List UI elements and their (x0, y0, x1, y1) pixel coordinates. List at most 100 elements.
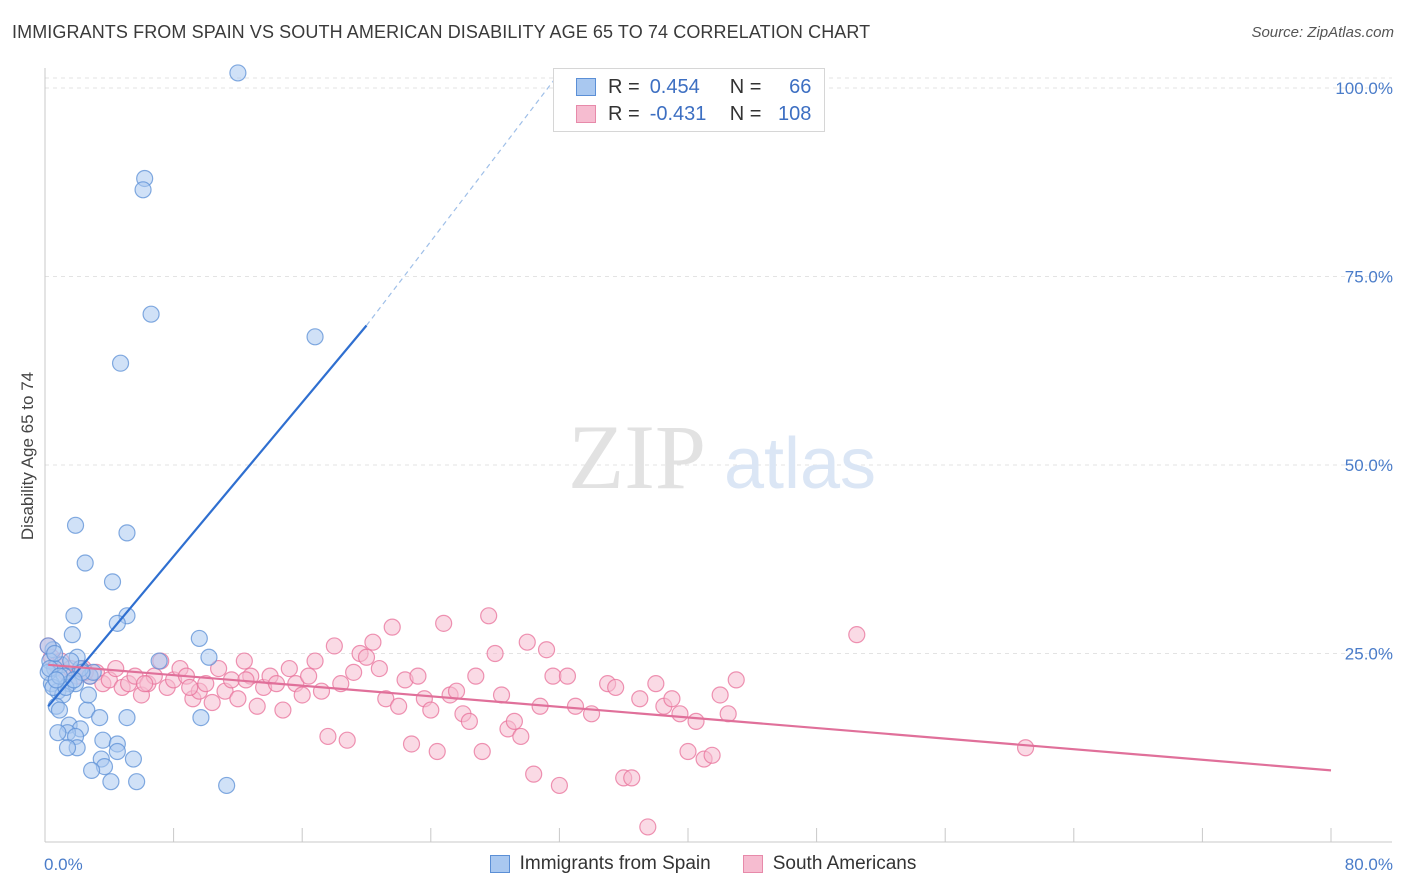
data-point (390, 697, 408, 715)
data-point (325, 637, 343, 655)
data-point (103, 573, 122, 591)
data-point (248, 697, 266, 715)
x-tick-label: 0.0% (44, 855, 83, 874)
data-point (486, 644, 504, 663)
legend-row-spain: R = 0.454 N = 66 (576, 75, 811, 99)
data-point (150, 652, 168, 670)
data-point (647, 675, 665, 693)
trend-line-spain-extension (366, 72, 560, 326)
data-point (306, 652, 324, 670)
gridlines (45, 77, 1392, 654)
legend-swatch-spain (489, 855, 510, 873)
data-point (1016, 739, 1035, 757)
data-point (607, 678, 625, 697)
data-point (192, 708, 210, 727)
data-point (435, 614, 453, 632)
data-point (108, 742, 126, 761)
legend-label-south-americans: South Americans (772, 853, 917, 874)
data-point (63, 626, 81, 644)
data-point (480, 607, 498, 625)
data-point (679, 742, 697, 761)
data-point (190, 629, 208, 648)
r-label: R = (608, 75, 640, 98)
data-point (293, 686, 311, 704)
data-point (711, 686, 729, 704)
data-point (703, 746, 721, 764)
data-point (200, 648, 218, 666)
data-point (319, 727, 337, 746)
data-point (91, 708, 109, 727)
trend-line-south-americans (48, 663, 1332, 772)
data-point (136, 675, 154, 693)
data-point (505, 712, 523, 730)
data-point (107, 659, 125, 678)
axes (44, 68, 1392, 843)
data-point (550, 776, 569, 795)
data-point (422, 701, 440, 719)
data-point (218, 776, 236, 795)
x-tick-label: 80.0% (1345, 855, 1393, 874)
data-point (142, 305, 160, 323)
data-point (525, 765, 543, 783)
data-point (76, 554, 94, 572)
data-point (377, 690, 395, 708)
data-point (118, 524, 136, 542)
data-point (62, 652, 80, 670)
data-point (623, 769, 641, 787)
correlation-legend: R = 0.454 N = 66 R = -0.431 N = 108 (553, 68, 825, 132)
legend-item-spain: Immigrants from Spain (489, 853, 711, 875)
r-label: R = (608, 102, 640, 125)
data-point (102, 773, 120, 791)
data-point (364, 633, 382, 651)
tick-labels: 25.0% 50.0% 75.0% 100.0% 0.0% 80.0% (44, 79, 1393, 874)
y-tick-label: 75.0% (1345, 268, 1393, 287)
watermark-zip: ZIP (568, 406, 706, 508)
data-point (467, 667, 485, 685)
data-point (66, 516, 85, 534)
data-point (79, 686, 98, 704)
data-point (639, 818, 657, 836)
data-point (345, 663, 363, 681)
r-value: 0.454 (649, 75, 700, 98)
data-point (663, 690, 681, 708)
watermark-atlas: atlas (724, 424, 876, 504)
data-point (181, 678, 199, 697)
data-point (338, 731, 356, 749)
data-point (49, 724, 67, 742)
data-point (94, 731, 112, 749)
data-point (566, 697, 585, 715)
data-point (518, 633, 536, 651)
data-point (558, 667, 577, 685)
n-label: N = (729, 102, 762, 125)
data-point (512, 727, 530, 746)
n-value: 108 (778, 102, 812, 125)
data-point (300, 667, 318, 685)
data-point (65, 607, 83, 625)
trend-line-spain (47, 324, 368, 707)
data-point (124, 750, 143, 768)
data-point (65, 671, 83, 689)
n-label: N = (729, 75, 762, 98)
data-point (383, 618, 401, 636)
legend-swatch-south-americans (576, 105, 596, 123)
data-point (671, 705, 689, 723)
legend-item-south-americans: South Americans (742, 853, 917, 875)
data-point (357, 648, 376, 666)
data-point (58, 739, 77, 757)
data-point (370, 659, 388, 678)
data-point (428, 742, 446, 761)
data-point (46, 644, 64, 663)
data-point (229, 64, 247, 82)
data-point (134, 181, 152, 199)
data-point (306, 328, 324, 346)
data-point (460, 712, 478, 730)
series-south-americans (39, 607, 1035, 836)
data-point (111, 354, 130, 372)
data-point (727, 671, 745, 689)
legend-swatch-spain (576, 78, 596, 96)
data-point (312, 682, 331, 700)
y-tick-label: 100.0% (1335, 79, 1393, 98)
data-point (402, 735, 421, 753)
legend-row-south-americans: R = -0.431 N = 108 (576, 102, 811, 126)
y-tick-label: 50.0% (1345, 456, 1393, 475)
